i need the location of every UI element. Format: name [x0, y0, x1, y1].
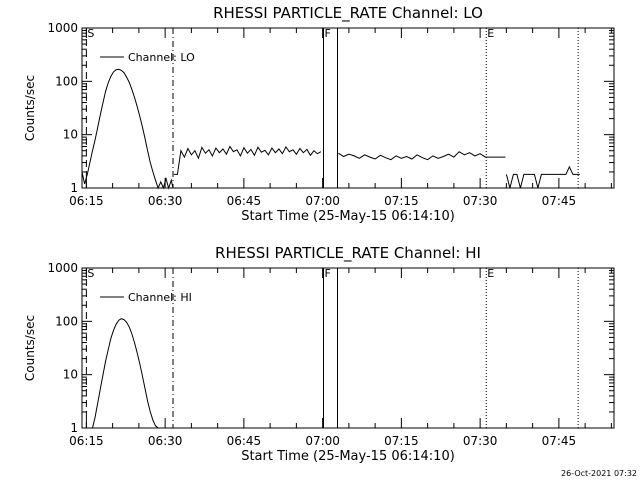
x-tick-label: 07:45	[542, 194, 577, 208]
y-tick-label: 1000	[47, 21, 78, 35]
y-tick-label: 1	[70, 421, 78, 435]
y-tick-label: 100	[55, 314, 78, 328]
x-tick-label: 06:15	[69, 434, 104, 448]
event-marker-label: F	[325, 267, 331, 280]
plot-frame	[81, 27, 615, 189]
series-line	[173, 145, 322, 175]
plot-frame	[81, 267, 615, 429]
event-marker-label: F	[325, 27, 331, 40]
x-tick-label: 06:30	[148, 434, 183, 448]
x-tick-label: 07:00	[305, 434, 340, 448]
legend-label: Channel: LO	[128, 51, 195, 64]
lo-channel-panel: RHESSI PARTICLE_RATE Channel: LO 1 10 100 10…	[23, 4, 615, 224]
y-tick-label: 10	[63, 128, 78, 142]
event-marker-label: S	[87, 267, 94, 280]
series-line	[92, 318, 159, 429]
hi-channel-panel: RHESSI PARTICLE_RATE Channel: HI 1 10 100 10…	[23, 244, 615, 464]
x-axis-label: Start Time (25-May-15 06:14:10)	[241, 209, 455, 224]
x-tick-label: 07:30	[463, 434, 498, 448]
y-tick-label: 100	[55, 74, 78, 88]
x-tick-label: 07:15	[384, 194, 419, 208]
timestamp-footer: 26-Oct-2021 07:32	[561, 469, 637, 478]
x-tick-label: 06:45	[227, 194, 262, 208]
y-tick-label: 1000	[47, 261, 78, 275]
x-tick-label: 07:45	[542, 434, 577, 448]
legend-label: Channel: HI	[128, 291, 192, 304]
event-marker-label: E	[487, 267, 494, 280]
chart-title: RHESSI PARTICLE_RATE Channel: HI	[215, 244, 481, 263]
y-axis-label: Counts/sec	[23, 315, 37, 381]
x-tick-label: 06:45	[227, 434, 262, 448]
y-tick-label: 10	[63, 368, 78, 382]
x-tick-label: 06:15	[69, 194, 104, 208]
series-line	[505, 165, 580, 189]
series-line	[81, 68, 174, 190]
x-tick-label: 07:00	[305, 194, 340, 208]
y-axis-label: Counts/sec	[23, 75, 37, 141]
event-marker-label: E	[487, 27, 494, 40]
chart-title: RHESSI PARTICLE_RATE Channel: LO	[213, 4, 483, 23]
x-tick-label: 07:15	[384, 434, 419, 448]
y-tick-label: 1	[70, 181, 78, 195]
x-tick-label: 06:30	[148, 194, 183, 208]
event-marker-label: S	[87, 27, 94, 40]
x-tick-label: 07:30	[463, 194, 498, 208]
series-line	[338, 151, 506, 161]
x-axis-label: Start Time (25-May-15 06:14:10)	[241, 449, 455, 464]
